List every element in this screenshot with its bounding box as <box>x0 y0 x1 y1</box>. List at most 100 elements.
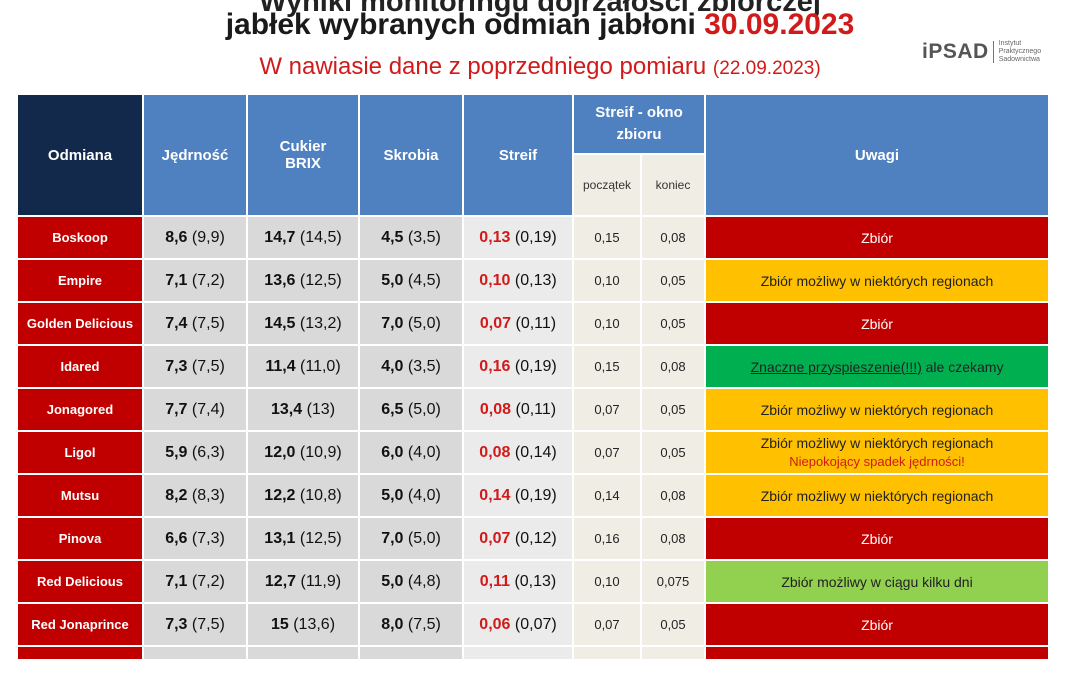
cell-streif: 0,16 (0,19) <box>462 344 574 389</box>
cell-starch: 5,0 (4,5) <box>358 258 464 303</box>
firm-value: 7,4 <box>165 314 188 332</box>
brix-value: 14,7 <box>264 228 296 246</box>
cell-window-end: 0,075 <box>639 559 707 604</box>
cell-brix: 13,4 (13) <box>246 387 360 432</box>
logo-inst-line2: Praktycznego <box>998 48 1042 55</box>
brix-value: 13,6 <box>264 271 296 289</box>
table-row: Empire 7,1 (7,2) 13,6 (12,5) 5,0 (4,5) 0,10 … <box>16 258 1051 303</box>
table-row: Jonagored 7,7 (7,4) 13,4 (13) 6,5 (5,0) 0,08… <box>16 387 1051 432</box>
streif-value: 0,10 <box>479 271 511 289</box>
cell-starch: 4,0 (3,5) <box>358 344 464 389</box>
table-row: Idared 7,3 (7,5) 11,4 (11,0) 4,0 (3,5) 0,16 … <box>16 344 1051 389</box>
streif-value: 0,13 <box>479 228 511 246</box>
cell-note: Zbiór <box>704 215 1051 260</box>
cell-window-end: 0,08 <box>639 473 707 518</box>
cell-window-start: 0,15 <box>572 215 642 260</box>
brix-prev: (12,5) <box>299 271 342 289</box>
page-title: jabłek wybranych odmian jabłoni 30.09.20… <box>0 8 1080 42</box>
streif-prev: (0,07) <box>514 615 557 633</box>
firm-value: 7,3 <box>165 615 188 633</box>
cell-firm: 6,6 (7,3) <box>142 516 248 561</box>
cell-window-start: 0,07 <box>572 430 642 475</box>
cell-streif: 0,06 (0,07) <box>462 602 574 647</box>
brix-value: 12,7 <box>264 572 297 590</box>
starch-prev: (3,5) <box>407 357 441 375</box>
brix-prev: (13) <box>306 400 336 418</box>
cell-streif: 0,10 (0,13) <box>462 258 574 303</box>
firm-value: 7,7 <box>165 400 188 418</box>
cell-variety: Red Jonaprince <box>16 602 144 647</box>
cell-note: Znaczne przyspieszenie(!!!) ale czekamy <box>704 344 1051 389</box>
header-variety: Odmiana <box>16 93 144 217</box>
brix-value: 14,5 <box>264 314 296 332</box>
streif-value: 0,16 <box>479 357 511 375</box>
brix-value: 12,0 <box>264 443 296 461</box>
firm-prev: (7,3) <box>191 529 225 547</box>
firm-value: 7,3 <box>165 357 188 375</box>
cell-starch: 5,0 (4,8) <box>358 559 464 604</box>
cell-streif: 0,08 (0,14) <box>462 430 574 475</box>
table-body: Boskoop 8,6 (9,9) 14,7 (14,5) 4,5 (3,5) 0,13… <box>16 215 1051 661</box>
cell-window-end: 0,05 <box>639 301 707 346</box>
cell-brix: 15 (13,6) <box>246 602 360 647</box>
streif-prev: (0,14) <box>514 443 557 461</box>
header-firmness: Jędrność <box>142 93 248 217</box>
streif-value: 0,08 <box>479 443 511 461</box>
streif-prev: (0,19) <box>514 486 557 504</box>
cell-firm: 7,7 (7,4) <box>142 387 248 432</box>
table-row: Mutsu 8,2 (8,3) 12,2 (10,8) 5,0 (4,0) 0,14 (… <box>16 473 1051 518</box>
firm-prev: (7,4) <box>191 400 225 418</box>
cell-window-start: 0,10 <box>572 559 642 604</box>
streif-prev: (0,13) <box>514 271 557 289</box>
cell-streif: 0,14 (0,19) <box>462 473 574 518</box>
note-text: Zbiór możliwy w niektórych regionach <box>760 435 994 451</box>
note-text: Zbiór <box>861 229 893 246</box>
title-cut-line: Wyniki monitoringu dojrzałości zbiorczej <box>259 0 821 18</box>
brix-prev: (13,2) <box>299 314 342 332</box>
streif-value: 0,06 <box>479 615 511 633</box>
brix-value: 15 <box>270 615 289 633</box>
note-text: Zbiór możliwy w niektórych regionach <box>760 272 994 289</box>
streif-prev: (0,12) <box>514 529 557 547</box>
cell-note: Zbiór <box>704 602 1051 647</box>
cell-window-start: 0,15 <box>572 344 642 389</box>
starch-prev: (7,5) <box>407 615 441 633</box>
firm-prev: (7,5) <box>191 357 225 375</box>
cell-window-start: 0,10 <box>572 301 642 346</box>
note-rest: ale czekamy <box>921 358 1004 375</box>
starch-value: 7,0 <box>381 314 404 332</box>
brix-value: 13,4 <box>270 400 303 418</box>
logo-mark: iPSAD <box>922 40 989 63</box>
starch-value: 5,0 <box>381 486 404 504</box>
streif-value: 0,07 <box>479 529 511 547</box>
logo-inst-line3: Sadownictwa <box>998 56 1040 63</box>
note-underlined: Znaczne przyspieszenie(!!!) <box>750 358 922 375</box>
cell-window-start: 0,07 <box>572 602 642 647</box>
cell-note: Zbiór <box>704 301 1051 346</box>
cell-window-end: 0,08 <box>639 344 707 389</box>
header-window-end: koniec <box>639 153 707 217</box>
starch-value: 6,0 <box>381 443 404 461</box>
cell-variety: Idared <box>16 344 144 389</box>
subtitle-text: W nawiasie dane z poprzedniego pomiaru <box>259 53 707 80</box>
cell-window-end: 0,05 <box>639 258 707 303</box>
streif-prev: (0,11) <box>515 314 557 332</box>
firm-value: 8,2 <box>165 486 188 504</box>
streif-prev: (0,13) <box>514 572 557 590</box>
cell-variety: Empire <box>16 258 144 303</box>
starch-prev: (4,5) <box>407 271 441 289</box>
cell-note: Zbiór możliwy w niektórych regionach <box>704 473 1051 518</box>
cell-variety: Pinova <box>16 516 144 561</box>
streif-value: 0,11 <box>479 572 510 590</box>
cell-streif: 0,11 (0,13) <box>462 559 574 604</box>
cell-streif: 0,08 (0,11) <box>462 387 574 432</box>
streif-value: 0,07 <box>479 314 512 332</box>
starch-value: 6,5 <box>381 400 404 418</box>
starch-prev: (4,0) <box>407 486 441 504</box>
cell-window-start: 0,16 <box>572 516 642 561</box>
cell-brix: 13,6 (12,5) <box>246 258 360 303</box>
cell-firm: 7,4 (7,5) <box>142 301 248 346</box>
cell-starch: 7,0 (5,0) <box>358 301 464 346</box>
firm-value: 6,6 <box>165 529 188 547</box>
cell-brix: 14,7 (14,5) <box>246 215 360 260</box>
